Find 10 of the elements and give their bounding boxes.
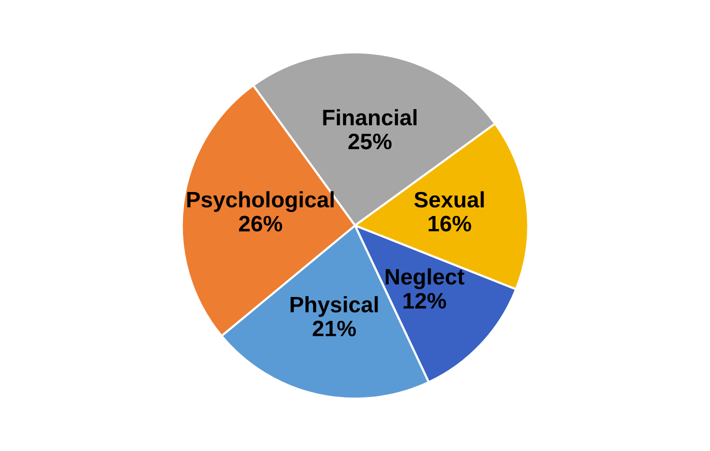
- slice-label: Neglect: [386, 268, 464, 290]
- data-label: 25%: [348, 134, 392, 150]
- slice-label: Financial: [323, 109, 416, 126]
- data-label: 21%: [312, 320, 356, 336]
- slice-label: Sexual: [414, 191, 484, 208]
- data-label: 26%: [239, 216, 282, 232]
- data-label: 12%: [404, 292, 446, 309]
- slice-label: Physical: [290, 296, 378, 317]
- data-label: 16%: [428, 216, 472, 232]
- slice-label: Psychological: [187, 191, 334, 212]
